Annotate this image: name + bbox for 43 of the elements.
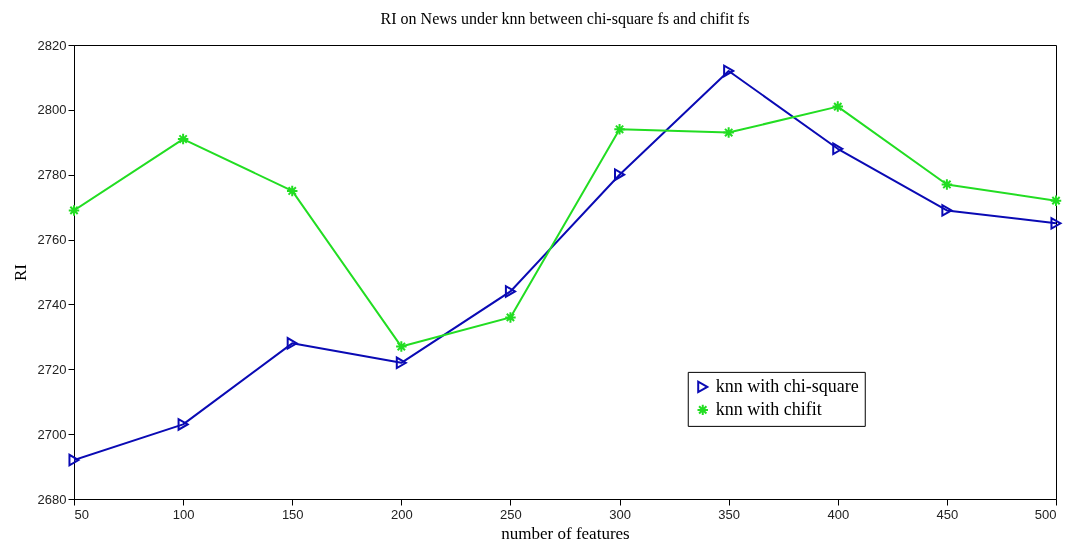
y-tick-label: 2740: [37, 296, 67, 312]
point: [176, 132, 190, 146]
y-tick-label: 2780: [37, 167, 67, 183]
point: [614, 168, 626, 181]
point: [723, 64, 735, 78]
legend-label: knn with chi-square: [715, 375, 859, 396]
point: [395, 340, 408, 353]
y-tick-label: 2720: [37, 361, 67, 377]
point: [285, 184, 299, 198]
point: [286, 337, 298, 350]
point: [395, 356, 407, 370]
point: [67, 204, 81, 217]
x-tick-label: 200: [390, 506, 413, 522]
x-tick-label: 350: [718, 506, 741, 522]
x-tick-label: 50: [74, 506, 89, 522]
chart-title: RI on News under knn between chi-square fs and chifit fs: [380, 10, 750, 28]
y-tick-label: 2800: [37, 102, 67, 118]
y-tick-label: 2760: [37, 232, 67, 248]
point: [1050, 217, 1062, 230]
y-axis-title: RI: [10, 263, 30, 281]
legend-label: knn with chifit: [715, 398, 822, 419]
point: [177, 418, 189, 431]
point: [831, 100, 845, 113]
point: [722, 126, 735, 139]
point: [613, 123, 626, 136]
y-tick-label: 2700: [37, 426, 67, 442]
x-tick-label: 300: [609, 506, 631, 522]
x-tick-label: 150: [281, 506, 304, 522]
point: [504, 285, 516, 298]
y-tick-label: 2820: [37, 37, 67, 53]
x-tick-label: 500: [1034, 506, 1057, 522]
point: [940, 178, 954, 191]
y-tick-label: 2680: [37, 491, 67, 507]
x-tick-label: 250: [500, 506, 522, 522]
point: [504, 311, 517, 324]
x-tick-label: 450: [936, 506, 959, 522]
x-tick-label: 100: [172, 506, 195, 522]
point: [941, 204, 953, 217]
point: [68, 453, 80, 467]
x-axis-title: number of features: [501, 523, 630, 543]
x-tick-label: 400: [827, 506, 850, 522]
point: [832, 142, 844, 156]
point: [1049, 194, 1063, 207]
